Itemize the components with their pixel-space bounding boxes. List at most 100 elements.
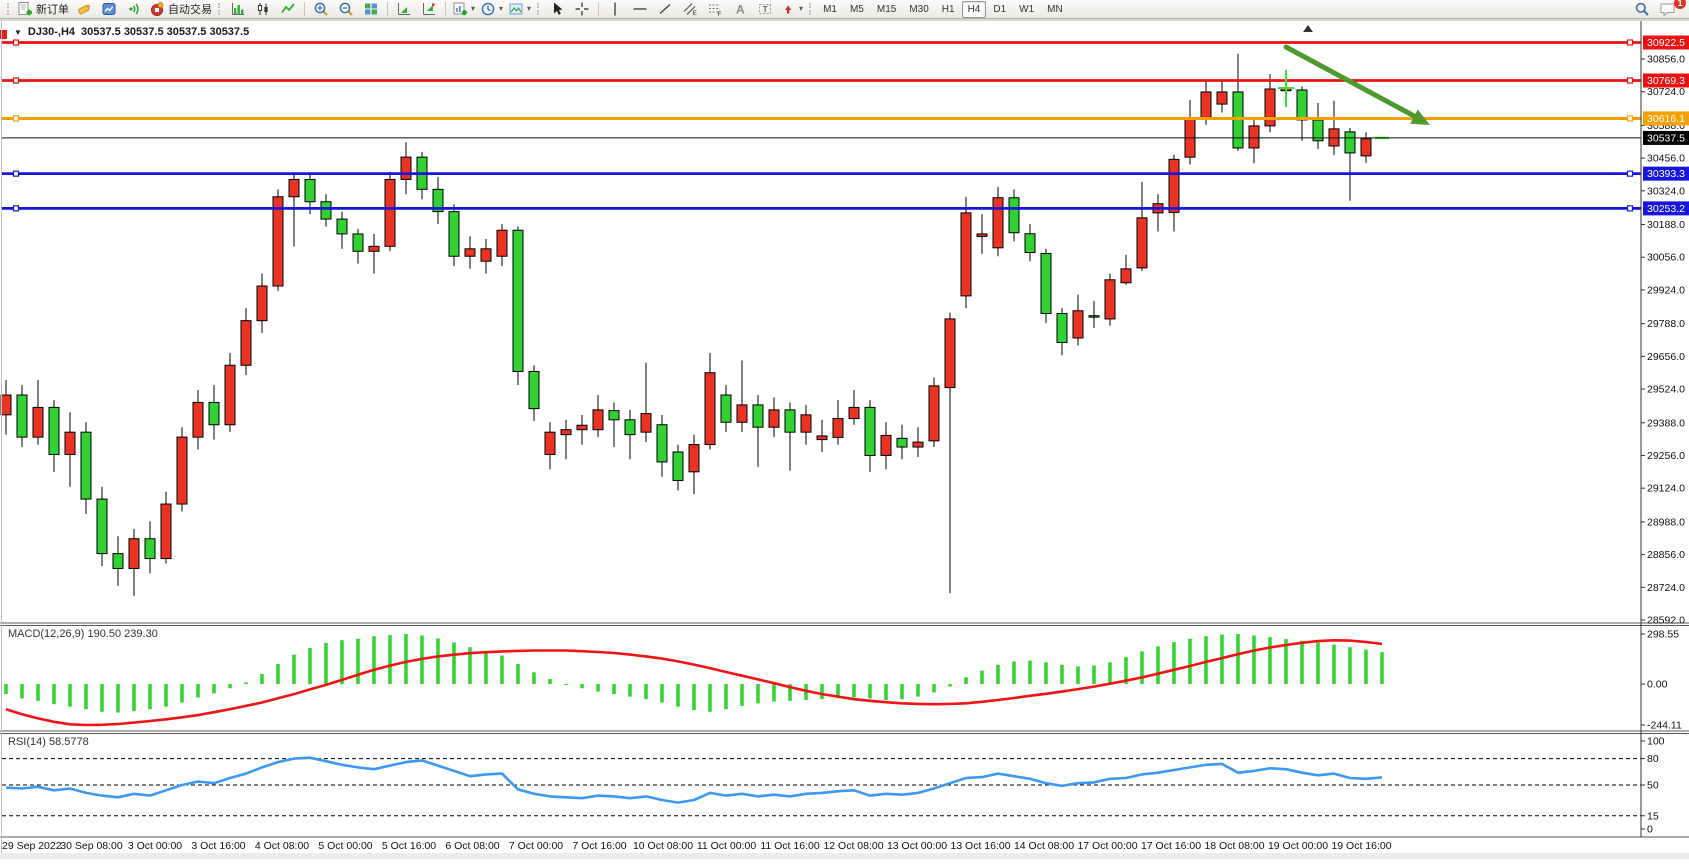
search-icon: [1634, 1, 1650, 17]
timeframe-W1[interactable]: W1: [1019, 3, 1035, 15]
svg-text:A: A: [736, 3, 745, 17]
autotrade-button[interactable]: 自动交易: [147, 1, 214, 17]
svg-text:28856.0: 28856.0: [1647, 549, 1685, 561]
svg-text:30393.3: 30393.3: [1647, 168, 1685, 180]
vertical-line-icon: [607, 1, 623, 17]
svg-text:30537.5: 30537.5: [1647, 132, 1685, 144]
dropdown-caret: ▾: [499, 4, 504, 13]
timeframe-D1[interactable]: D1: [993, 3, 1007, 15]
tile-windows-icon: [363, 1, 379, 17]
periods-clock-icon: [480, 1, 496, 17]
bar-chart-icon: [230, 1, 246, 17]
svg-text:30253.2: 30253.2: [1647, 203, 1685, 215]
equidistant-channel-button[interactable]: E: [678, 1, 702, 17]
candlestick-chart-button[interactable]: [251, 1, 275, 17]
svg-text:30724.0: 30724.0: [1647, 86, 1685, 98]
line-chart-button[interactable]: [276, 1, 300, 17]
zoom-out-button[interactable]: [334, 1, 358, 17]
signal-button[interactable]: [122, 1, 146, 17]
chart-shift-button[interactable]: [417, 1, 441, 17]
svg-text:19 Oct 16:00: 19 Oct 16:00: [1331, 840, 1391, 852]
svg-text:E: E: [693, 10, 698, 17]
svg-text:29388.0: 29388.0: [1647, 417, 1685, 429]
svg-text:298.55: 298.55: [1647, 629, 1679, 641]
svg-text:30856.0: 30856.0: [1647, 54, 1685, 66]
svg-text:30324.0: 30324.0: [1647, 185, 1685, 197]
timeframe-MN[interactable]: MN: [1047, 3, 1063, 15]
timeframe-H4[interactable]: H4: [961, 0, 987, 18]
periods-button[interactable]: ▾: [478, 1, 505, 17]
zoom-in-icon: [313, 1, 329, 17]
timeframe-H1[interactable]: H1: [941, 3, 955, 15]
text-label-button[interactable]: T: [753, 1, 777, 17]
zoom-in-button[interactable]: [309, 1, 333, 17]
notification-badge: 1: [1674, 0, 1686, 9]
svg-text:19 Oct 00:00: 19 Oct 00:00: [1268, 840, 1328, 852]
autotrade-icon: [149, 1, 165, 17]
svg-text:29524.0: 29524.0: [1647, 384, 1685, 396]
chart-canvas[interactable]: ▼ DJ30-,H4 30537.5 30537.5 30537.5 30537…: [0, 19, 1689, 859]
svg-text:50: 50: [1647, 780, 1659, 792]
arrange-charts-button[interactable]: [392, 1, 416, 17]
templates-button[interactable]: ▾: [506, 1, 533, 17]
svg-text:4 Oct 08:00: 4 Oct 08:00: [255, 840, 309, 852]
notifications-button[interactable]: 1: [1655, 0, 1686, 17]
market-watch-button[interactable]: [97, 1, 121, 17]
toolbar-grip: [218, 3, 222, 15]
svg-text:13 Oct 00:00: 13 Oct 00:00: [887, 840, 947, 852]
market-watch-icon: [101, 1, 117, 17]
new-chart-button[interactable]: ▾: [450, 1, 477, 17]
crosshair-button[interactable]: [570, 1, 594, 17]
arrows-button[interactable]: ▾: [778, 1, 805, 17]
svg-text:30456.0: 30456.0: [1647, 153, 1685, 165]
svg-text:11 Oct 16:00: 11 Oct 16:00: [760, 840, 820, 852]
svg-text:0: 0: [1647, 824, 1653, 836]
new-order-button[interactable]: 新订单: [15, 1, 71, 17]
price-chart-svg[interactable]: 30856.030724.030588.030456.030324.030188…: [0, 19, 1689, 859]
svg-text:12 Oct 08:00: 12 Oct 08:00: [823, 840, 883, 852]
svg-text:30616.1: 30616.1: [1647, 113, 1685, 125]
chart-shift-icon: [421, 1, 437, 17]
arrange-charts-icon: [396, 1, 412, 17]
crosshair-icon: [574, 1, 590, 17]
search-button[interactable]: [1630, 1, 1654, 17]
cursor-button[interactable]: [545, 1, 569, 17]
vertical-line-button[interactable]: [603, 1, 627, 17]
main-toolbar: 新订单 自动交易 ▾: [0, 0, 1689, 19]
line-chart-icon: [280, 1, 296, 17]
svg-text:29124.0: 29124.0: [1647, 483, 1685, 495]
toolbar-grip: [537, 3, 541, 15]
svg-text:7 Oct 16:00: 7 Oct 16:00: [572, 840, 626, 852]
svg-text:18 Oct 08:00: 18 Oct 08:00: [1204, 840, 1264, 852]
svg-text:80: 80: [1647, 753, 1659, 765]
text-button[interactable]: A: [728, 1, 752, 17]
svg-text:-244.11: -244.11: [1647, 720, 1682, 732]
trendline-button[interactable]: [653, 1, 677, 17]
dropdown-caret: ▾: [471, 4, 476, 13]
autotrade-label: 自动交易: [168, 4, 212, 16]
new-chart-icon: [452, 1, 468, 17]
svg-text:3 Oct 16:00: 3 Oct 16:00: [191, 840, 245, 852]
svg-text:0.00: 0.00: [1647, 679, 1668, 691]
timeframe-M5[interactable]: M5: [849, 3, 864, 15]
svg-text:7 Oct 00:00: 7 Oct 00:00: [509, 840, 563, 852]
svg-text:30769.3: 30769.3: [1647, 75, 1685, 87]
svg-text:28724.0: 28724.0: [1647, 582, 1685, 594]
tile-windows-button[interactable]: [359, 1, 383, 17]
arrows-icon: [780, 1, 796, 17]
timeframe-M30[interactable]: M30: [909, 3, 929, 15]
zoom-out-icon: [338, 1, 354, 17]
toolbar-separator: [598, 2, 600, 16]
fibonacci-button[interactable]: F: [703, 1, 727, 17]
timeframe-M15[interactable]: M15: [876, 3, 897, 15]
timeframe-M1[interactable]: M1: [823, 3, 837, 15]
equidistant-channel-icon: E: [682, 1, 698, 17]
svg-text:11 Oct 00:00: 11 Oct 00:00: [697, 840, 757, 852]
bar-chart-button[interactable]: [226, 1, 250, 17]
highlighter-button[interactable]: [72, 1, 96, 17]
toolbar-separator: [304, 2, 305, 16]
svg-text:T: T: [763, 5, 768, 14]
horizontal-line-button[interactable]: [628, 1, 652, 17]
svg-text:29788.0: 29788.0: [1647, 318, 1685, 330]
signal-icon: [126, 1, 142, 17]
